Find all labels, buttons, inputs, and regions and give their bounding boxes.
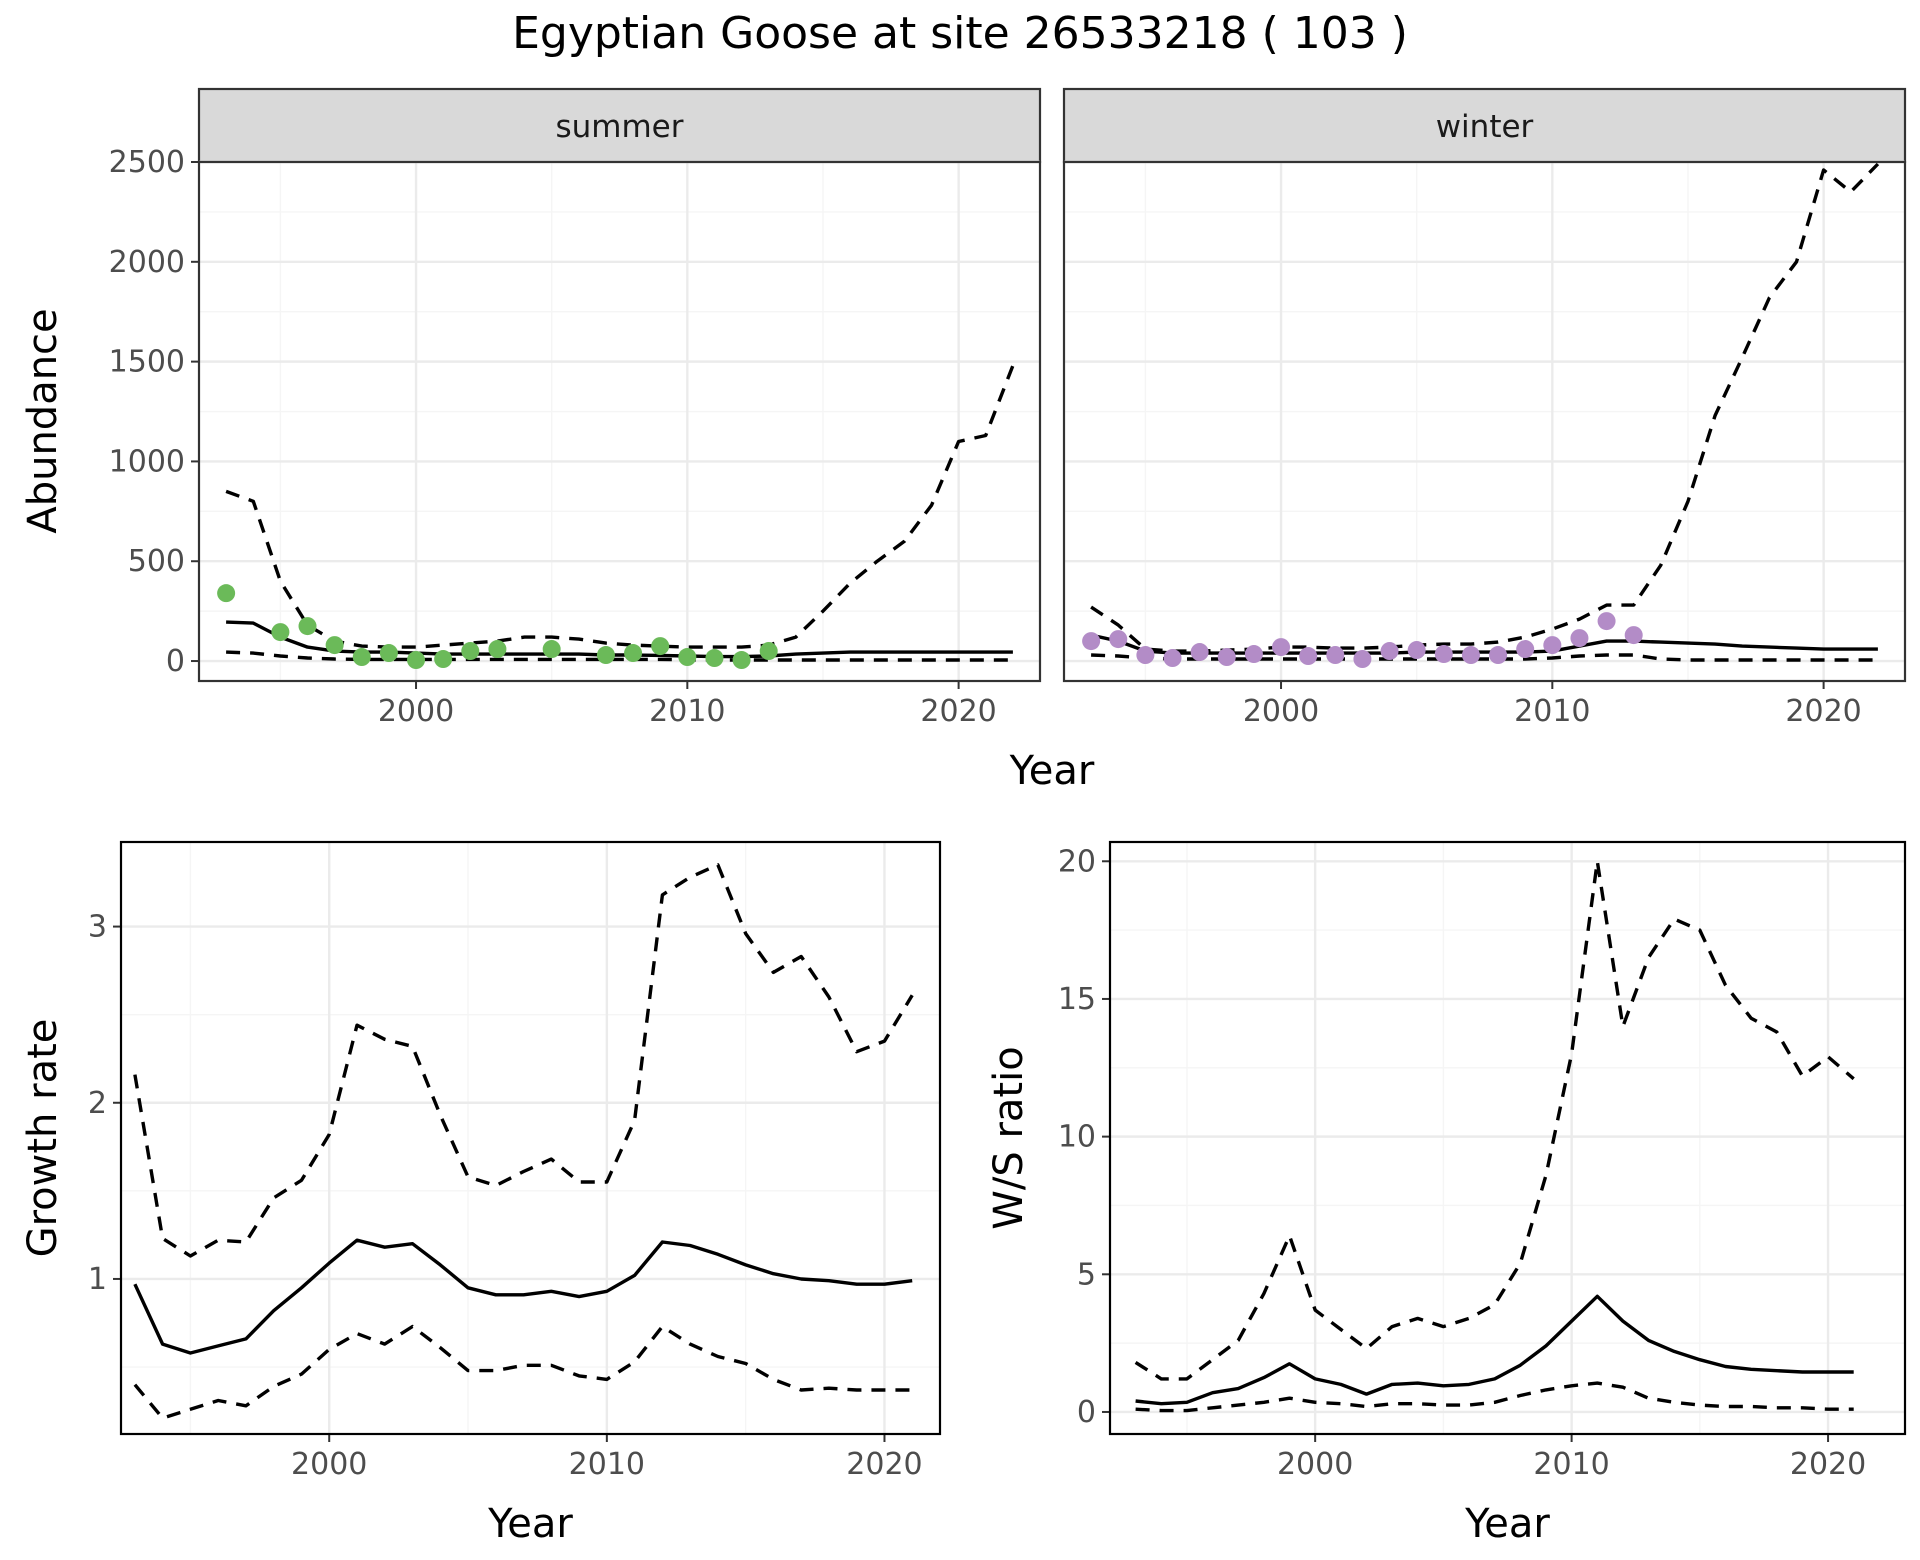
ratio-lower-bound-line xyxy=(1135,1381,1854,1413)
ratio-y-axis-title: W/S ratio xyxy=(986,1046,1032,1229)
abundance-winter-x-tick-label: 2000 xyxy=(1243,694,1319,729)
abundance-summer-y-tick-label: 2000 xyxy=(109,245,185,280)
abundance-winter-count-point xyxy=(1570,629,1589,648)
abundance-summer-count-point xyxy=(705,649,724,668)
growth-x-tick-label: 2010 xyxy=(569,1447,645,1482)
abundance-summer-y-tick-label: 0 xyxy=(166,644,185,679)
abundance-summer-count-point xyxy=(732,651,751,670)
abundance-summer-strip-label: summer xyxy=(555,109,683,145)
ratio-estimate-line xyxy=(1135,1294,1854,1406)
ratio-x-tick-label: 2010 xyxy=(1533,1447,1609,1482)
abundance-winter-count-point xyxy=(1353,650,1372,669)
figure-title: Egyptian Goose at site 26533218 ( 103 ) xyxy=(512,8,1408,59)
growth-y-tick-label: 1 xyxy=(88,1262,107,1297)
ratio-y-tick-label: 5 xyxy=(1077,1257,1096,1292)
growth-x-axis-title: Year xyxy=(487,1501,573,1547)
abundance-winter-count-point xyxy=(1082,632,1101,651)
abundance-summer-strip xyxy=(197,87,1042,164)
abundance-summer-y-tick-label: 1500 xyxy=(109,345,185,380)
abundance-winter-count-point xyxy=(1461,646,1480,665)
abundance-summer-count-point xyxy=(542,640,561,659)
abundance-summer-count-point xyxy=(298,617,317,636)
growth-lower-bound-line xyxy=(133,1324,913,1420)
abundance-winter-count-point xyxy=(1489,646,1508,665)
growth-x-tick-label: 2020 xyxy=(846,1447,922,1482)
abundance-y-axis-title: Abundance xyxy=(20,308,66,533)
ratio-x-axis-title: Year xyxy=(1464,1501,1550,1547)
abundance-winter-count-point xyxy=(1136,646,1155,665)
abundance-winter-count-point xyxy=(1109,630,1128,649)
abundance-summer-count-point xyxy=(759,642,778,661)
abundance-winter-count-point xyxy=(1244,645,1263,664)
growth-upper-bound-line xyxy=(133,863,914,1258)
growth-y-tick-label: 2 xyxy=(88,1086,107,1121)
abundance-summer-count-point xyxy=(488,640,507,659)
abundance-winter-strip-label: winter xyxy=(1436,109,1534,145)
abundance-winter-panel-border xyxy=(1062,160,1907,683)
abundance-winter-strip xyxy=(1062,87,1907,164)
abundance-summer-count-point xyxy=(379,644,398,663)
ratio-upper-bound-line xyxy=(1134,859,1855,1381)
abundance-winter-count-point xyxy=(1326,646,1345,665)
abundance-winter-x-tick-label: 2010 xyxy=(1514,694,1590,729)
abundance-summer-x-tick-label: 2000 xyxy=(378,694,454,729)
ratio-x-tick-label: 2020 xyxy=(1790,1447,1866,1482)
abundance-summer-count-point xyxy=(217,584,236,603)
growth-y-axis-title: Growth rate xyxy=(20,1019,66,1258)
abundance-winter-count-point xyxy=(1217,648,1236,667)
abundance-summer-count-point xyxy=(624,644,643,663)
abundance-winter-panel-background xyxy=(1064,162,1905,681)
abundance-winter-count-point xyxy=(1190,643,1209,662)
ratio-x-tick-label: 2000 xyxy=(1277,1447,1353,1482)
abundance-summer-y-tick-label: 2500 xyxy=(109,145,185,180)
growth-estimate-line xyxy=(133,1238,913,1355)
abundance-winter-count-point xyxy=(1543,636,1562,655)
abundance-summer-count-point xyxy=(434,650,453,669)
ratio-y-tick-label: 10 xyxy=(1058,1120,1096,1155)
growth-x-tick-label: 2000 xyxy=(291,1447,367,1482)
abundance-summer-panel-border xyxy=(197,160,1042,683)
abundance-summer-x-tick-label: 2020 xyxy=(920,694,996,729)
growth-panel-background xyxy=(121,842,940,1434)
abundance-summer-y-tick-label: 1000 xyxy=(109,444,185,479)
abundance-summer-panel-background xyxy=(199,162,1040,681)
abundance-summer-count-point xyxy=(596,646,615,665)
abundance-winter-count-point xyxy=(1380,642,1399,661)
ratio-panel-border xyxy=(1108,840,1907,1436)
abundance-summer-count-point xyxy=(407,651,426,670)
ratio-y-tick-label: 20 xyxy=(1058,844,1096,879)
growth-panel-border xyxy=(119,840,942,1436)
abundance-winter-count-point xyxy=(1624,626,1643,645)
abundance-summer-upper-bound-line xyxy=(225,364,1015,649)
abundance-winter-count-point xyxy=(1163,649,1182,668)
abundance-summer-count-point xyxy=(271,623,290,642)
abundance-winter-count-point xyxy=(1434,645,1453,664)
abundance-winter-count-point xyxy=(1272,638,1291,657)
abundance-summer-count-point xyxy=(678,648,697,667)
abundance-summer-x-tick-label: 2010 xyxy=(649,694,725,729)
growth-y-tick-label: 3 xyxy=(88,910,107,945)
ratio-y-tick-label: 0 xyxy=(1077,1395,1096,1430)
abundance-winter-x-tick-label: 2020 xyxy=(1785,694,1861,729)
abundance-winter-count-point xyxy=(1597,612,1616,631)
abundance-winter-count-point xyxy=(1407,641,1426,660)
abundance-summer-count-point xyxy=(461,642,480,661)
abundance-winter-count-point xyxy=(1516,640,1535,659)
abundance-summer-count-point xyxy=(352,648,371,667)
abundance-x-axis-title: Year xyxy=(1009,748,1095,794)
abundance-summer-count-point xyxy=(651,637,670,656)
abundance-summer-y-tick-label: 500 xyxy=(128,544,185,579)
ratio-y-tick-label: 15 xyxy=(1058,982,1096,1017)
abundance-winter-count-point xyxy=(1299,647,1318,666)
abundance-summer-count-point xyxy=(325,636,344,655)
